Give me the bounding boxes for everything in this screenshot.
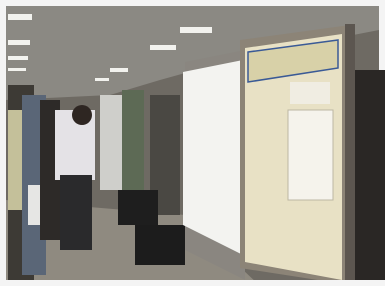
person <box>355 70 385 280</box>
light <box>180 27 212 33</box>
photo <box>0 0 385 286</box>
poster-figure <box>290 82 330 104</box>
page <box>0 0 385 286</box>
board-edge <box>345 24 355 286</box>
bag <box>118 190 158 225</box>
frame-bottom <box>0 280 385 286</box>
person-head <box>72 105 92 125</box>
light <box>8 68 26 71</box>
person-legs <box>60 175 92 250</box>
light <box>8 56 28 60</box>
poster-table <box>288 110 333 200</box>
poster-board <box>100 95 122 190</box>
light <box>8 14 32 20</box>
bag <box>135 225 185 265</box>
light <box>8 40 30 45</box>
poster-board <box>122 90 144 190</box>
light <box>110 68 128 72</box>
light <box>150 45 176 50</box>
light <box>95 78 109 81</box>
poster <box>183 60 243 255</box>
